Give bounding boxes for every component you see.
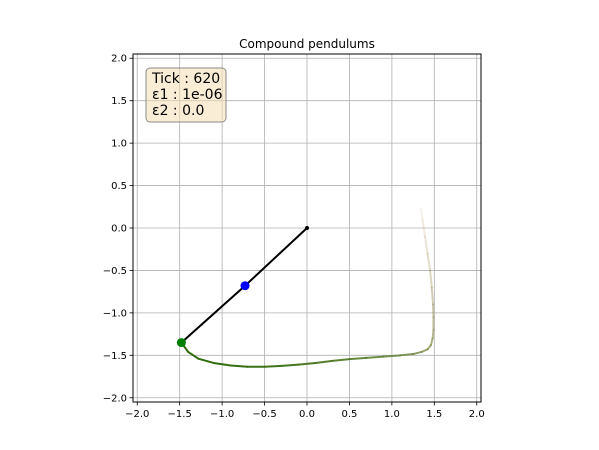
pivot-point	[305, 226, 309, 230]
y-tick-label: 1.5	[111, 96, 127, 107]
tick-readout: Tick : 620	[151, 71, 220, 87]
trail-segment	[421, 218, 426, 238]
trail-segment	[212, 361, 232, 367]
trail-segment	[314, 359, 334, 364]
epsilon2-readout: ε2 : 0.0	[152, 103, 204, 119]
trail-segment	[429, 269, 433, 289]
trail-segment	[426, 252, 432, 272]
x-tick-label: 0.0	[299, 409, 315, 420]
trail-segment	[412, 350, 423, 356]
trail-segment	[280, 363, 300, 367]
trail-segment	[382, 354, 402, 358]
x-tick-label: −2.0	[125, 409, 149, 420]
x-axis: −2.0 −1.5 −1.0 −0.5 0.0 0.5 1.0 1.5 2.0	[125, 402, 485, 420]
trail-segment	[348, 356, 368, 361]
y-tick-label: −1.0	[103, 308, 127, 319]
epsilon1-readout: ε1 : 1e-06	[152, 87, 223, 103]
x-tick-label: −0.5	[252, 409, 276, 420]
trail-segment	[197, 357, 215, 364]
bob2-marker	[176, 338, 186, 348]
trail-segment	[430, 286, 435, 306]
bob1-marker	[240, 281, 250, 291]
x-tick-label: 0.5	[341, 409, 357, 420]
trail-segment	[331, 358, 351, 362]
trail-segment	[187, 350, 200, 360]
x-tick-label: 2.0	[469, 409, 485, 420]
trail-segment	[429, 337, 434, 347]
trail-segment	[399, 353, 415, 357]
x-tick-label: −1.0	[210, 409, 234, 420]
chart-title: Compound pendulums	[239, 37, 375, 51]
info-box: Tick : 620 ε1 : 1e-06 ε2 : 0.0	[145, 67, 227, 123]
x-tick-label: 1.5	[426, 409, 442, 420]
trail-segment	[419, 207, 424, 221]
y-tick-label: 0.0	[111, 224, 127, 235]
trail-segment	[423, 235, 429, 255]
trail-segment	[420, 348, 429, 353]
info-box-background	[145, 67, 227, 123]
pendulum	[176, 226, 309, 348]
trail-segment	[297, 361, 317, 366]
y-tick-label: 2.0	[111, 54, 127, 65]
y-tick-label: 1.0	[111, 139, 127, 150]
y-tick-label: −1.5	[103, 351, 127, 362]
y-tick-label: −2.0	[103, 393, 127, 404]
trail-segment	[365, 355, 385, 359]
trail-segment	[263, 364, 283, 368]
trail-segment	[229, 364, 249, 368]
x-tick-label: 1.0	[384, 409, 400, 420]
y-tick-label: −0.5	[103, 266, 127, 277]
trail-segment	[431, 328, 435, 340]
x-tick-label: −1.5	[168, 409, 192, 420]
y-tick-label: 0.5	[111, 181, 127, 192]
y-axis: −2.0 −1.5 −1.0 −0.5 0.0 0.5 1.0 1.5 2.0	[103, 54, 133, 404]
trail	[180, 207, 435, 368]
